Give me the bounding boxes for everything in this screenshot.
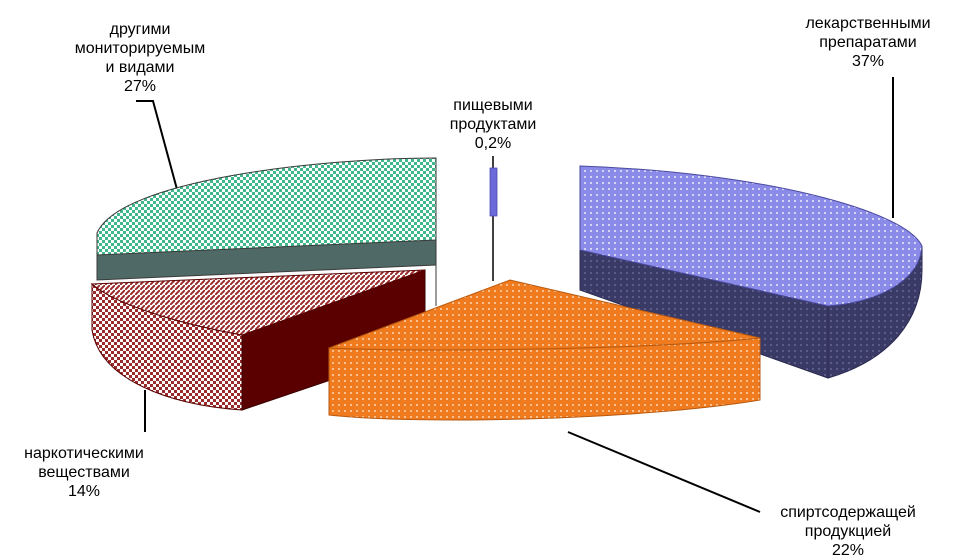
slice-label-narcotics-line2: веществами [38,464,130,481]
slice-label-alcohol-line2: продукцией [804,523,892,540]
slice-label-other: другими мониторируемым и видами 27% [40,20,240,96]
slice-value-food: 0,2% [474,135,512,152]
slice-label-narcotics-line1: наркотическими [24,445,144,462]
slice-value-narcotics: 14% [67,483,101,500]
slice-label-food: пищевыми продуктами 0,2% [418,96,568,153]
slice-value-medicines: 37% [851,53,885,70]
slice-label-alcohol-line1: спиртсодержащей [780,504,916,521]
slice-label-food-line2: продуктами [449,116,537,133]
slice-label-medicines-line2: препаратами [819,34,917,51]
slice-value-alcohol: 22% [831,542,865,558]
pie-slice-medicines [579,165,923,379]
pie-slice-alcohol [328,279,761,421]
slice-label-other-line2: мониторируемым [74,40,206,57]
slice-label-other-line1: другими [109,21,171,38]
slice-label-medicines: лекарственными препаратами 37% [778,14,958,71]
pie-slice-food [489,167,498,217]
slice-label-medicines-line1: лекарственными [805,15,931,32]
leader-line-alcohol [567,431,761,513]
slice-value-other: 27% [123,78,157,95]
slice-label-other-line3: и видами [105,59,175,76]
slice-label-narcotics: наркотическими веществами 14% [4,444,164,501]
pie-slice-narcotics [90,269,426,411]
slice-label-alcohol: спиртсодержащей продукцией 22% [758,503,938,558]
leader-line-other [136,100,179,194]
pie-slice-other [96,157,437,306]
slice-label-food-line1: пищевыми [453,97,533,114]
